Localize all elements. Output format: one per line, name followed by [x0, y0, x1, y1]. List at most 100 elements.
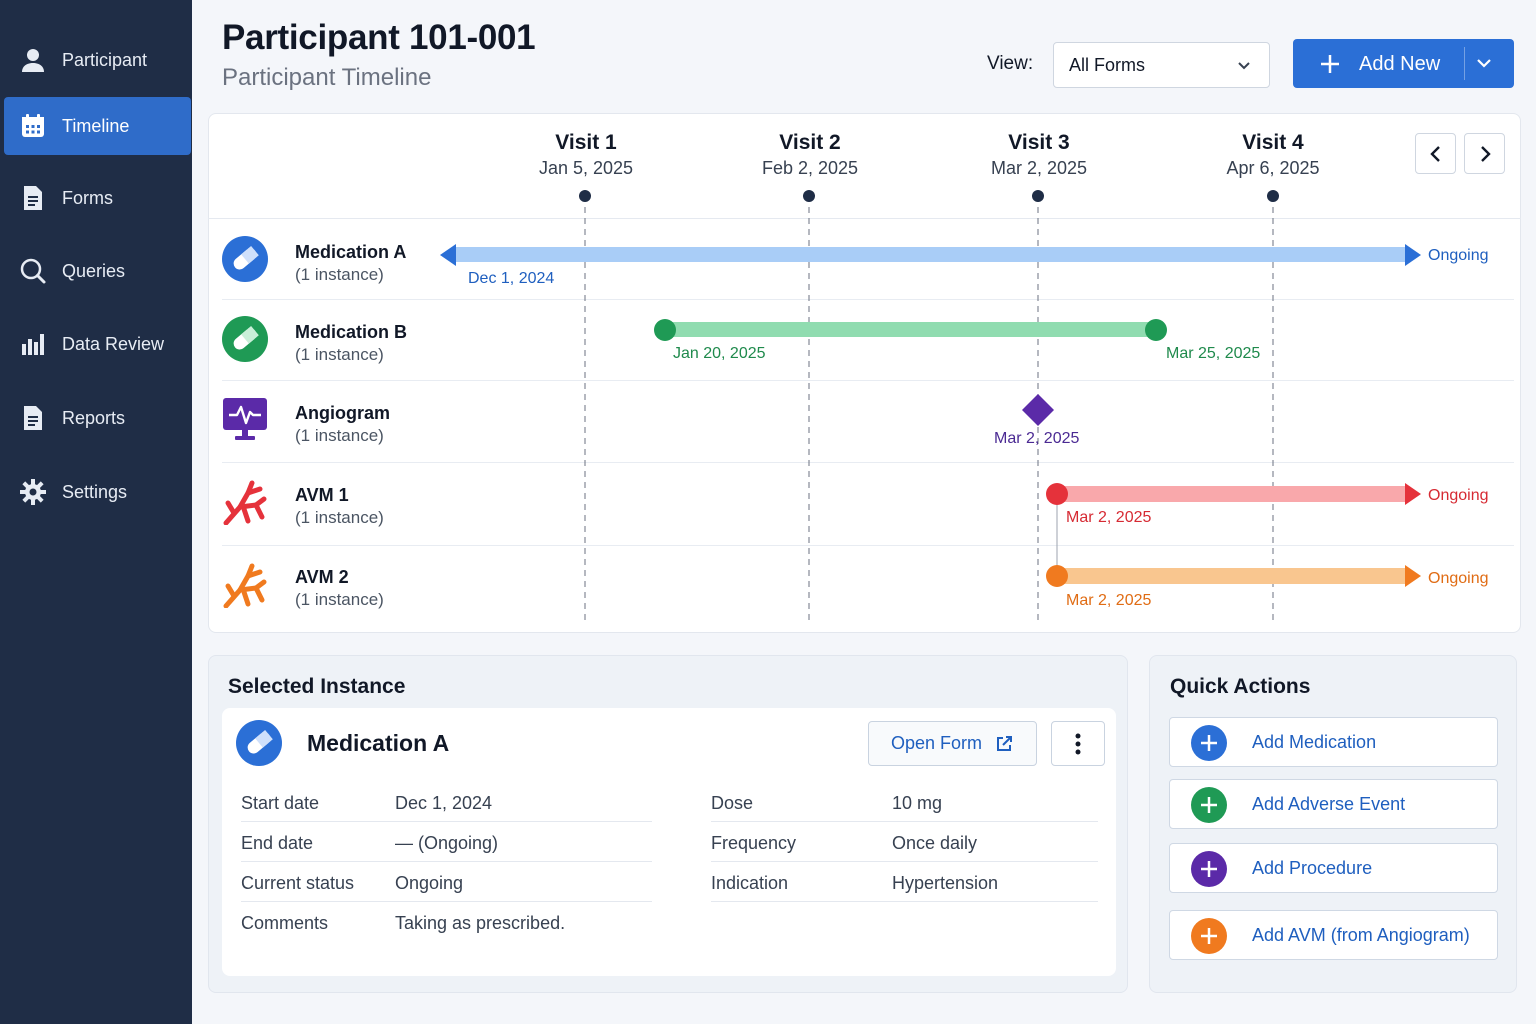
avm-2-end-label: Ongoing — [1428, 570, 1489, 587]
field-divider — [711, 861, 1098, 862]
field-divider — [241, 821, 652, 822]
plus-circle-icon — [1191, 918, 1227, 954]
sidebar-item-queries[interactable]: Queries — [4, 242, 191, 300]
field-divider — [711, 821, 1098, 822]
pill-icon — [222, 236, 268, 282]
medication-a-start-arrow — [440, 244, 456, 266]
row-title[interactable]: AVM 1 — [295, 485, 349, 505]
row-title[interactable]: AVM 2 — [295, 567, 349, 587]
add-procedure-button[interactable]: Add Procedure — [1169, 843, 1498, 893]
sidebar-item-data-review[interactable]: Data Review — [4, 315, 191, 373]
field-label: Comments — [241, 913, 329, 933]
vessel-icon — [223, 480, 267, 525]
next-button[interactable] — [1464, 133, 1505, 174]
add-adverse-event-button[interactable]: Add Adverse Event — [1169, 779, 1498, 829]
avm-2-end-arrow — [1405, 565, 1421, 587]
add-medication-button[interactable]: Add Medication — [1169, 717, 1498, 767]
field-value: Hypertension — [892, 873, 999, 893]
more-options-button[interactable] — [1051, 721, 1105, 766]
medication-b-end-marker — [1145, 319, 1167, 341]
chevron-down-icon — [1238, 62, 1250, 70]
avm-1-start-marker — [1046, 483, 1068, 505]
button-divider — [1464, 47, 1465, 80]
external-link-icon — [997, 736, 1012, 751]
chevron-down-icon[interactable] — [1474, 53, 1494, 73]
avm-2-start-label: Mar 2, 2025 — [1066, 592, 1152, 609]
chevron-left-icon — [1429, 145, 1440, 162]
row-title[interactable]: Medication B — [295, 322, 408, 342]
row-title[interactable]: Angiogram — [295, 403, 391, 423]
add-new-label: Add New — [1359, 53, 1441, 75]
view-select-value: All Forms — [1069, 54, 1145, 75]
avm-1-end-arrow — [1405, 483, 1421, 505]
sidebar-item-participant[interactable]: Participant — [4, 31, 191, 89]
bar-chart-icon — [4, 330, 62, 358]
row-subtitle: (1 instance) — [295, 426, 384, 445]
open-form-label: Open Form — [891, 733, 983, 753]
avm-1-bar[interactable] — [1057, 486, 1407, 502]
angiogram-date-label: Mar 2, 2025 — [994, 430, 1080, 447]
add-avm-button[interactable]: Add AVM (from Angiogram) — [1169, 910, 1498, 960]
field-divider — [711, 901, 1098, 902]
selected-instance-title: Selected Instance — [228, 675, 406, 698]
visit-title: Visit 3 — [1008, 131, 1070, 154]
page-title: Participant 101-001 — [222, 18, 536, 57]
visit-1-marker — [579, 190, 591, 202]
visit-title: Visit 1 — [555, 131, 617, 154]
visit-date: Mar 2, 2025 — [990, 158, 1088, 178]
plus-circle-icon — [1191, 851, 1227, 887]
field-value: Once daily — [892, 833, 978, 853]
view-select[interactable]: All Forms — [1053, 42, 1270, 88]
sidebar-item-label: Settings — [62, 481, 128, 502]
angiogram-marker[interactable] — [1022, 394, 1054, 426]
medication-b-start-label: Jan 20, 2025 — [673, 345, 766, 362]
row-subtitle: (1 instance) — [295, 345, 384, 364]
row-title[interactable]: Medication A — [295, 242, 407, 262]
sidebar-item-reports[interactable]: Reports — [4, 389, 191, 447]
plus-icon — [1321, 55, 1339, 73]
visit-2-marker — [803, 190, 815, 202]
sidebar: Participant Timeline Forms Queries Data … — [0, 0, 192, 1024]
avm-2-bar[interactable] — [1057, 568, 1407, 584]
visit-4-marker — [1267, 190, 1279, 202]
visit-title: Visit 4 — [1242, 131, 1304, 154]
page-subtitle: Participant Timeline — [222, 64, 432, 91]
quick-action-label: Add Adverse Event — [1252, 794, 1406, 814]
gear-icon — [4, 478, 62, 506]
more-vertical-icon — [1075, 733, 1081, 754]
medication-b-end-label: Mar 25, 2025 — [1166, 345, 1261, 362]
medication-a-end-label: Ongoing — [1428, 247, 1489, 264]
sidebar-item-label: Participant — [62, 49, 148, 70]
vessel-icon — [223, 563, 267, 608]
search-icon — [4, 257, 62, 285]
visit-date: Feb 2, 2025 — [761, 158, 859, 178]
calendar-icon — [4, 112, 62, 140]
field-label: Frequency — [711, 833, 797, 853]
sidebar-item-settings[interactable]: Settings — [4, 463, 191, 521]
report-icon — [4, 404, 62, 432]
row-subtitle: (1 instance) — [295, 590, 384, 609]
field-value: Ongoing — [395, 873, 464, 893]
quick-action-label: Add AVM (from Angiogram) — [1252, 925, 1470, 945]
open-form-button[interactable]: Open Form — [868, 721, 1037, 766]
previous-button[interactable] — [1415, 133, 1456, 174]
add-new-button[interactable]: Add New — [1293, 39, 1514, 88]
visit-date: Apr 6, 2025 — [1226, 158, 1320, 178]
sidebar-item-timeline[interactable]: Timeline — [4, 97, 191, 155]
selected-instance-name: Medication A — [307, 730, 450, 756]
medication-a-bar[interactable] — [454, 247, 1406, 262]
sidebar-item-label: Forms — [62, 187, 113, 208]
sidebar-item-forms[interactable]: Forms — [4, 169, 191, 227]
medication-b-start-marker — [654, 319, 676, 341]
person-icon — [4, 46, 62, 74]
field-label: Current status — [241, 873, 355, 893]
row-divider — [222, 545, 1514, 546]
medication-a-end-arrow — [1405, 244, 1421, 266]
sidebar-item-label: Data Review — [62, 333, 165, 354]
field-divider — [241, 901, 652, 902]
sidebar-item-label: Reports — [62, 407, 126, 428]
pill-icon — [236, 720, 282, 766]
medication-b-bar[interactable] — [665, 322, 1156, 337]
field-value: Taking as prescribed. — [395, 913, 566, 933]
field-label: End date — [241, 833, 314, 853]
